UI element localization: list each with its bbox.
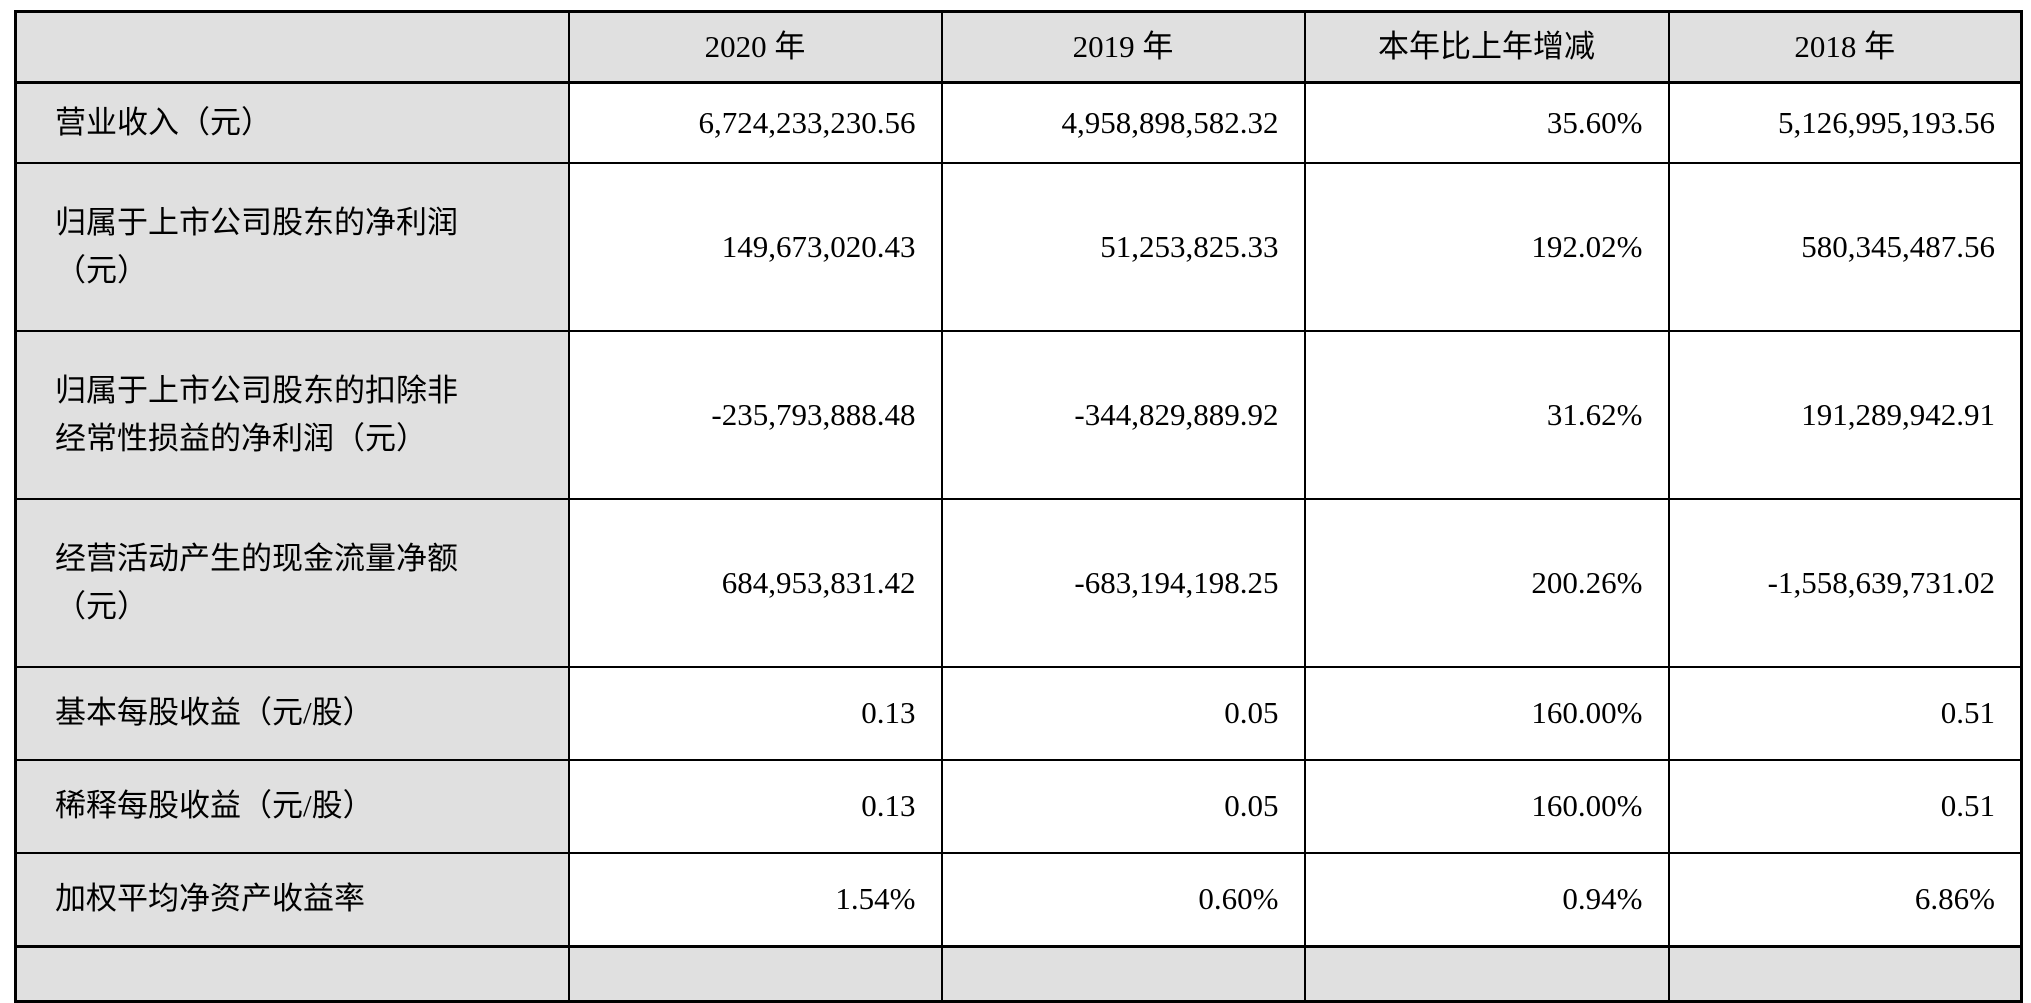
cell-value: -344,829,889.92 (940, 330, 1306, 500)
table-row-partial-clipped (14, 945, 2023, 1003)
row-label: 归属于上市公司股东的扣除非经常性损益的净利润（元） (14, 330, 570, 500)
cell-value: 200.26% (1303, 498, 1670, 668)
row-label: 基本每股收益（元/股） (14, 666, 570, 761)
cell-value: 0.13 (567, 666, 943, 761)
row-label: 营业收入（元） (14, 81, 570, 164)
header-cell-yoy-change: 本年比上年增减 (1303, 10, 1670, 84)
cell-value: 160.00% (1303, 666, 1670, 761)
cell-value: -1,558,639,731.02 (1667, 498, 2023, 668)
cell-value: 0.51 (1667, 759, 2023, 854)
table-row-diluted-eps: 稀释每股收益（元/股） 0.13 0.05 160.00% 0.51 (14, 759, 2023, 854)
cell-value: 0.60% (940, 852, 1306, 948)
cell-value (567, 945, 943, 1003)
financial-summary-table-wrap: 2020 年 2019 年 本年比上年增减 2018 年 营业收入（元） 6,7… (14, 10, 2023, 1003)
header-cell-2020: 2020 年 (567, 10, 943, 84)
cell-value (1303, 945, 1670, 1003)
table-row-net-profit: 归属于上市公司股东的净利润（元） 149,673,020.43 51,253,8… (14, 162, 2023, 332)
row-label: 加权平均净资产收益率 (14, 852, 570, 948)
cell-value: 580,345,487.56 (1667, 162, 2023, 332)
cell-value: 1.54% (567, 852, 943, 948)
row-label (14, 945, 570, 1003)
cell-value: 191,289,942.91 (1667, 330, 2023, 500)
cell-value: 4,958,898,582.32 (940, 81, 1306, 164)
header-cell-blank (14, 10, 570, 84)
header-cell-2019: 2019 年 (940, 10, 1306, 84)
cell-value: 0.94% (1303, 852, 1670, 948)
cell-value: 6,724,233,230.56 (567, 81, 943, 164)
financial-summary-table: 2020 年 2019 年 本年比上年增减 2018 年 营业收入（元） 6,7… (14, 10, 2023, 1003)
cell-value: 51,253,825.33 (940, 162, 1306, 332)
cell-value: 149,673,020.43 (567, 162, 943, 332)
cell-value: 0.13 (567, 759, 943, 854)
table-row-operating-revenue: 营业收入（元） 6,724,233,230.56 4,958,898,582.3… (14, 81, 2023, 164)
header-row: 2020 年 2019 年 本年比上年增减 2018 年 (14, 10, 2023, 84)
cell-value: 0.05 (940, 759, 1306, 854)
header-cell-2018: 2018 年 (1667, 10, 2023, 84)
cell-value: 192.02% (1303, 162, 1670, 332)
cell-value (1667, 945, 2023, 1003)
cell-value: 31.62% (1303, 330, 1670, 500)
cell-value: 35.60% (1303, 81, 1670, 164)
cell-value: -683,194,198.25 (940, 498, 1306, 668)
cell-value: 0.51 (1667, 666, 2023, 761)
cell-value: 160.00% (1303, 759, 1670, 854)
table-row-basic-eps: 基本每股收益（元/股） 0.13 0.05 160.00% 0.51 (14, 666, 2023, 761)
row-label: 稀释每股收益（元/股） (14, 759, 570, 854)
table-row-weighted-avg-roe: 加权平均净资产收益率 1.54% 0.60% 0.94% 6.86% (14, 852, 2023, 948)
cell-value: 5,126,995,193.56 (1667, 81, 2023, 164)
cell-value: 0.05 (940, 666, 1306, 761)
row-label: 经营活动产生的现金流量净额（元） (14, 498, 570, 668)
cell-value (940, 945, 1306, 1003)
cell-value: 684,953,831.42 (567, 498, 943, 668)
table-row-net-profit-excl-nonrecurring: 归属于上市公司股东的扣除非经常性损益的净利润（元） -235,793,888.4… (14, 330, 2023, 500)
cell-value: 6.86% (1667, 852, 2023, 948)
cell-value: -235,793,888.48 (567, 330, 943, 500)
table-row-operating-cash-flow: 经营活动产生的现金流量净额（元） 684,953,831.42 -683,194… (14, 498, 2023, 668)
row-label: 归属于上市公司股东的净利润（元） (14, 162, 570, 332)
